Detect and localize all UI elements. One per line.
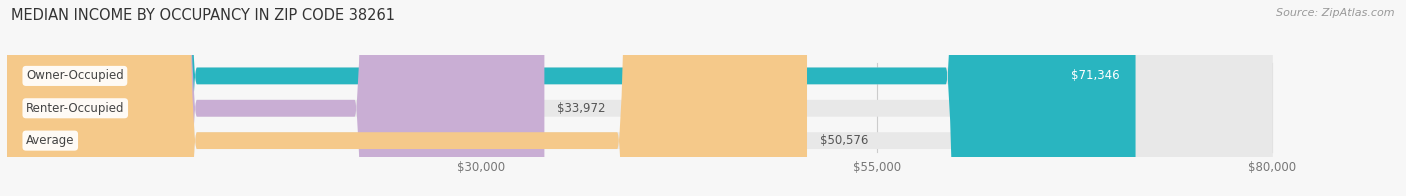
- Text: Source: ZipAtlas.com: Source: ZipAtlas.com: [1277, 8, 1395, 18]
- FancyBboxPatch shape: [7, 0, 544, 196]
- Text: MEDIAN INCOME BY OCCUPANCY IN ZIP CODE 38261: MEDIAN INCOME BY OCCUPANCY IN ZIP CODE 3…: [11, 8, 395, 23]
- Text: Average: Average: [25, 134, 75, 147]
- Text: $33,972: $33,972: [557, 102, 606, 115]
- FancyBboxPatch shape: [7, 0, 1272, 196]
- Text: $50,576: $50,576: [820, 134, 868, 147]
- FancyBboxPatch shape: [7, 0, 1136, 196]
- Text: Renter-Occupied: Renter-Occupied: [25, 102, 125, 115]
- Text: $71,346: $71,346: [1071, 69, 1119, 82]
- Text: Owner-Occupied: Owner-Occupied: [25, 69, 124, 82]
- FancyBboxPatch shape: [7, 0, 1272, 196]
- FancyBboxPatch shape: [7, 0, 807, 196]
- FancyBboxPatch shape: [7, 0, 1272, 196]
